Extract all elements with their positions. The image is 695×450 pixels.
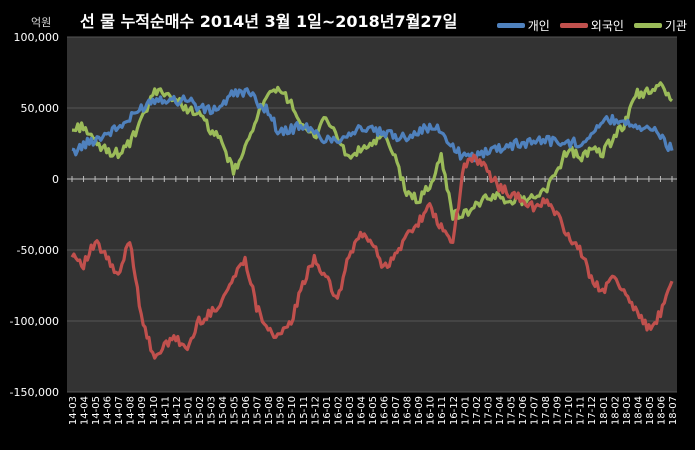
x-tick-label: 14-08 <box>126 396 137 425</box>
y-tick-label: -100,000 <box>10 315 59 328</box>
x-tick-label: 17-07 <box>530 396 541 425</box>
x-tick-label: 14-07 <box>114 396 125 425</box>
x-tick-label: 16-10 <box>426 396 437 425</box>
x-tick-label: 15-10 <box>287 396 298 425</box>
x-tick-label: 16-04 <box>356 396 367 425</box>
x-tick-label: 14-03 <box>68 396 79 425</box>
y-axis-unit: 억원 <box>31 16 52 29</box>
x-tick-label: 16-11 <box>437 396 448 425</box>
legend-swatch-institution <box>633 23 662 28</box>
x-tick-label: 17-02 <box>472 396 483 425</box>
x-tick-label: 15-02 <box>195 396 206 425</box>
x-tick-label: 14-05 <box>91 396 102 425</box>
x-tick-label: 17-04 <box>495 396 506 425</box>
x-tick-label: 16-08 <box>403 396 414 425</box>
y-tick-label: 0 <box>52 173 59 186</box>
x-tick-label: 16-03 <box>345 396 356 425</box>
x-tick-label: 15-07 <box>253 396 264 425</box>
legend-item-individual: 개인 <box>496 17 550 34</box>
legend-label-foreign: 외국인 <box>590 19 624 33</box>
legend-swatch-foreign <box>559 23 588 28</box>
legend: 개인 외국인 기관 <box>496 17 687 34</box>
y-tick-label: -50,000 <box>17 244 59 257</box>
legend-swatch-individual <box>496 23 525 28</box>
x-axis-ticks: 14-03 14-04 14-05 14-06 14-07 14-08 14-09 14-10… <box>68 396 679 425</box>
x-tick-label: 16-02 <box>333 396 344 425</box>
legend-item-foreign: 외국인 <box>559 17 624 34</box>
x-tick-label: 16-05 <box>368 396 379 425</box>
legend-label-individual: 개인 <box>527 19 550 33</box>
x-tick-label: 16-06 <box>380 396 391 425</box>
chart-title: 선 물 누적순매수 2014년 3월 1일~2018년7월27일 <box>80 12 458 31</box>
x-tick-label: 14-06 <box>103 396 114 425</box>
x-tick-label: 16-12 <box>449 396 460 425</box>
x-tick-label: 18-07 <box>668 396 679 425</box>
x-tick-label: 14-11 <box>160 396 171 425</box>
x-tick-label: 17-09 <box>553 396 564 425</box>
x-tick-label: 18-01 <box>599 396 610 425</box>
y-tick-label: -150,000 <box>10 386 59 399</box>
x-tick-label: 17-10 <box>564 396 575 425</box>
x-tick-label: 17-03 <box>483 396 494 425</box>
y-tick-label: 100,000 <box>14 31 60 44</box>
series-line-individual <box>71 87 674 163</box>
x-tick-label: 15-03 <box>206 396 217 425</box>
x-tick-label: 18-03 <box>622 396 633 425</box>
x-tick-label: 16-09 <box>414 396 425 425</box>
zero-axis <box>67 176 677 182</box>
x-tick-label: 17-08 <box>541 396 552 425</box>
x-tick-label: 17-12 <box>587 396 598 425</box>
x-tick-label: 14-04 <box>80 396 91 425</box>
x-tick-label: 18-02 <box>610 396 621 425</box>
x-tick-label: 15-09 <box>276 396 287 425</box>
x-tick-label: 16-07 <box>391 396 402 425</box>
x-tick-label: 17-05 <box>506 396 517 425</box>
x-tick-label: 15-12 <box>310 396 321 425</box>
x-tick-label: 15-11 <box>299 396 310 425</box>
gridlines <box>67 36 677 393</box>
x-tick-label: 18-05 <box>645 396 656 425</box>
legend-label-institution: 기관 <box>664 19 687 33</box>
y-axis-ticks: 100,000 50,000 0 -50,000 -100,000 -150,000 <box>10 31 59 399</box>
x-tick-label: 15-04 <box>218 396 229 425</box>
x-tick-label: 17-11 <box>576 396 587 425</box>
x-tick-label: 14-09 <box>137 396 148 425</box>
x-tick-label: 18-06 <box>656 396 667 425</box>
x-tick-label: 17-01 <box>460 396 471 425</box>
x-tick-label: 14-10 <box>149 396 160 425</box>
x-tick-label: 17-06 <box>518 396 529 425</box>
x-tick-label: 15-06 <box>241 396 252 425</box>
x-tick-label: 15-05 <box>230 396 241 425</box>
x-tick-label: 15-01 <box>183 396 194 425</box>
x-tick-label: 15-08 <box>264 396 275 425</box>
x-tick-label: 16-01 <box>322 396 333 425</box>
y-tick-label: 50,000 <box>21 102 60 115</box>
x-tick-label: 14-12 <box>172 396 183 425</box>
series-lines <box>70 81 674 360</box>
series-line-foreign <box>70 153 674 360</box>
legend-item-institution: 기관 <box>633 17 687 34</box>
x-tick-label: 18-04 <box>633 396 644 425</box>
